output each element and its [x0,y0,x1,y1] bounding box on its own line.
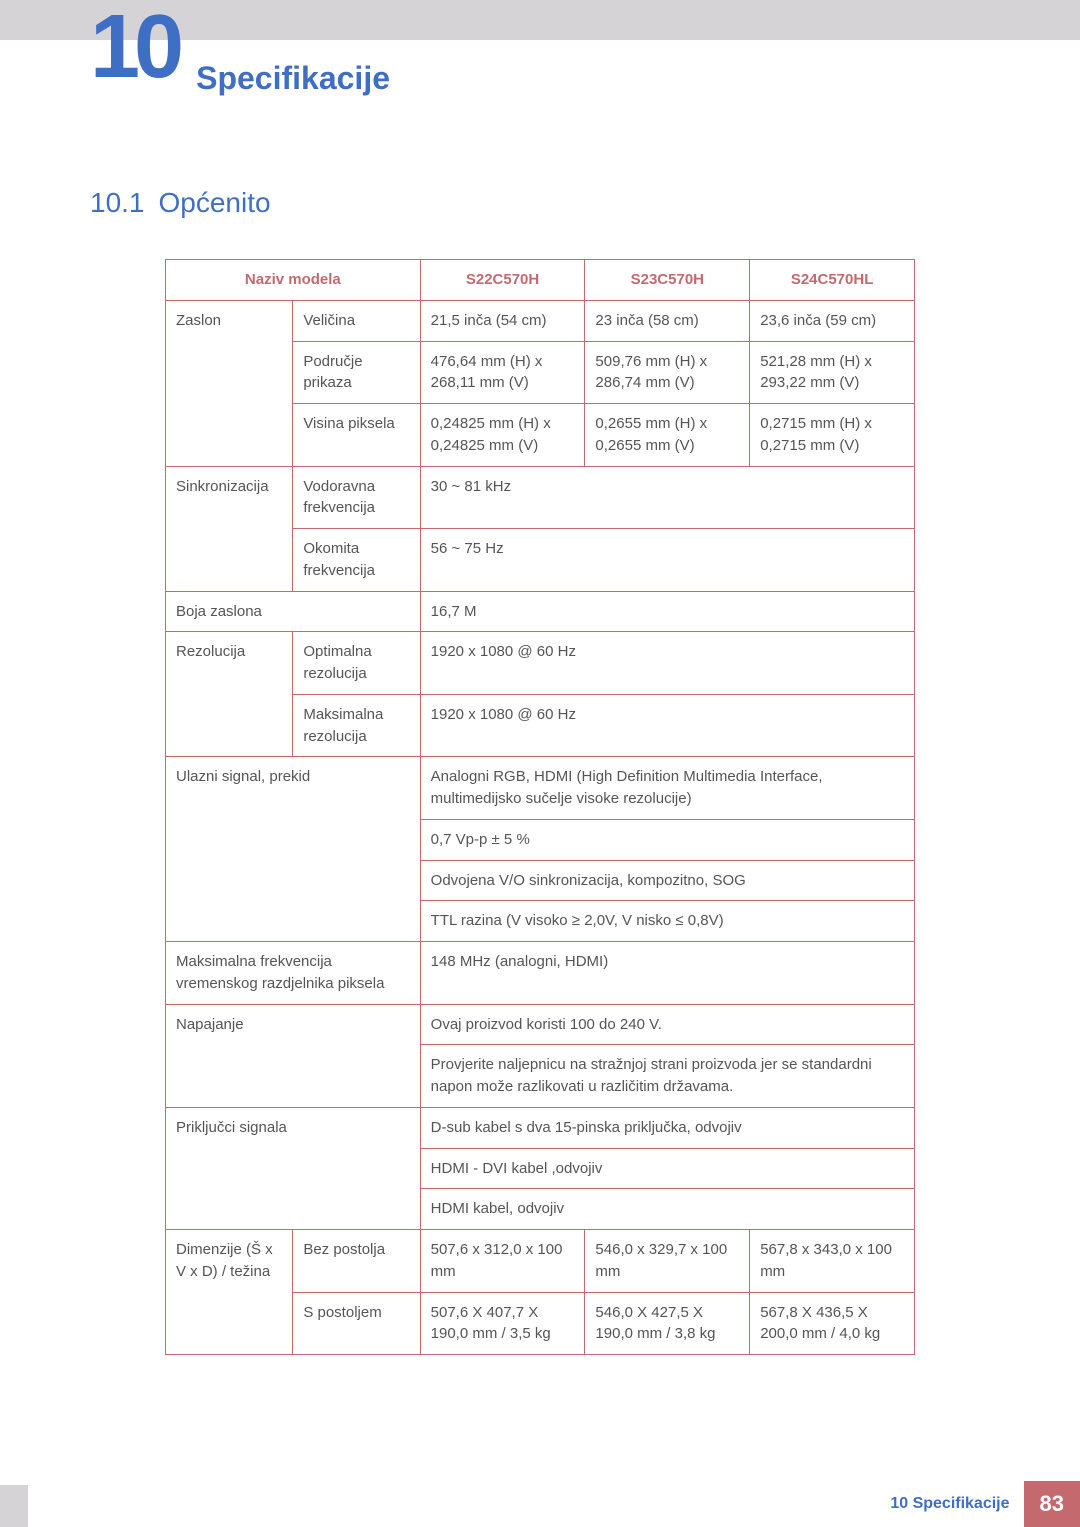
cell: Sinkronizacija [166,466,293,591]
cell: Ovaj proizvod koristi 100 do 240 V. [420,1004,914,1045]
table-row: Dimenzije (Š x V x D) / težina Bez posto… [166,1230,915,1293]
cell: 507,6 X 407,7 X 190,0 mm / 3,5 kg [420,1292,585,1355]
cell: 21,5 inča (54 cm) [420,300,585,341]
cell: 509,76 mm (H) x 286,74 mm (V) [585,341,750,404]
cell: 1920 x 1080 @ 60 Hz [420,694,914,757]
cell: Optimalna rezolucija [293,632,420,695]
cell: Analogni RGB, HDMI (High Definition Mult… [420,757,914,820]
cell: Ulazni signal, prekid [166,757,421,942]
cell: 0,2715 mm (H) x 0,2715 mm (V) [750,404,915,467]
table-row: Rezolucija Optimalna rezolucija 1920 x 1… [166,632,915,695]
table-row: Maksimalna frekvencija vremenskog razdje… [166,942,915,1005]
cell: Bez postolja [293,1230,420,1293]
section-number: 10.1 [90,187,145,218]
footer-label: 10 Specifikacije [890,1495,1023,1513]
cell: 476,64 mm (H) x 268,11 mm (V) [420,341,585,404]
cell: 0,2655 mm (H) x 0,2655 mm (V) [585,404,750,467]
header-m2: S23C570H [585,260,750,301]
chapter-title: Specifikacije [196,60,390,97]
table-row: Boja zaslona 16,7 M [166,591,915,632]
cell: D-sub kabel s dva 15-pinska priključka, … [420,1107,914,1148]
cell: Područje prikaza [293,341,420,404]
cell: Maksimalna frekvencija vremenskog razdje… [166,942,421,1005]
cell: 56 ~ 75 Hz [420,529,914,592]
spec-table: Naziv modela S22C570H S23C570H S24C570HL… [165,259,915,1355]
cell: Napajanje [166,1004,421,1107]
cell: TTL razina (V visoko ≥ 2,0V, V nisko ≤ 0… [420,901,914,942]
table-row: Zaslon Veličina 21,5 inča (54 cm) 23 inč… [166,300,915,341]
cell: Veličina [293,300,420,341]
cell: 23,6 inča (59 cm) [750,300,915,341]
cell: 148 MHz (analogni, HDMI) [420,942,914,1005]
header-model-name: Naziv modela [166,260,421,301]
cell: 23 inča (58 cm) [585,300,750,341]
cell: 507,6 x 312,0 x 100 mm [420,1230,585,1293]
cell: Odvojena V/O sinkronizacija, kompozitno,… [420,860,914,901]
cell: 1920 x 1080 @ 60 Hz [420,632,914,695]
cell: 30 ~ 81 kHz [420,466,914,529]
footer: 10 Specifikacije 83 [890,1481,1080,1527]
page-number: 83 [1024,1481,1080,1527]
cell: 0,7 Vp-p ± 5 % [420,819,914,860]
cell: Rezolucija [166,632,293,757]
chapter-header: 10 Specifikacije [0,40,1080,97]
header-m3: S24C570HL [750,260,915,301]
left-stripe [0,1485,28,1527]
table-header-row: Naziv modela S22C570H S23C570H S24C570HL [166,260,915,301]
cell: HDMI - DVI kabel ,odvojiv [420,1148,914,1189]
cell: Provjerite naljepnicu na stražnjoj stran… [420,1045,914,1108]
cell: 567,8 X 436,5 X 200,0 mm / 4,0 kg [750,1292,915,1355]
cell: 0,24825 mm (H) x 0,24825 mm (V) [420,404,585,467]
section-title-text: Općenito [159,187,271,218]
cell: Okomita frekvencija [293,529,420,592]
cell: S postoljem [293,1292,420,1355]
header-m1: S22C570H [420,260,585,301]
table-row: Sinkronizacija Vodoravna frekvencija 30 … [166,466,915,529]
cell: 521,28 mm (H) x 293,22 mm (V) [750,341,915,404]
cell: Zaslon [166,300,293,466]
table-row: Ulazni signal, prekid Analogni RGB, HDMI… [166,757,915,820]
chapter-number: 10 [90,7,178,88]
cell: 546,0 X 427,5 X 190,0 mm / 3,8 kg [585,1292,750,1355]
section-heading: 10.1 Općenito [90,187,1080,219]
cell: Vodoravna frekvencija [293,466,420,529]
cell: Visina piksela [293,404,420,467]
cell: Priključci signala [166,1107,421,1229]
cell: Dimenzije (Š x V x D) / težina [166,1230,293,1355]
table-row: Priključci signala D-sub kabel s dva 15-… [166,1107,915,1148]
table-row: Napajanje Ovaj proizvod koristi 100 do 2… [166,1004,915,1045]
cell: 546,0 x 329,7 x 100 mm [585,1230,750,1293]
cell: HDMI kabel, odvojiv [420,1189,914,1230]
cell: 16,7 M [420,591,914,632]
cell: 567,8 x 343,0 x 100 mm [750,1230,915,1293]
cell: Maksimalna rezolucija [293,694,420,757]
cell: Boja zaslona [166,591,421,632]
